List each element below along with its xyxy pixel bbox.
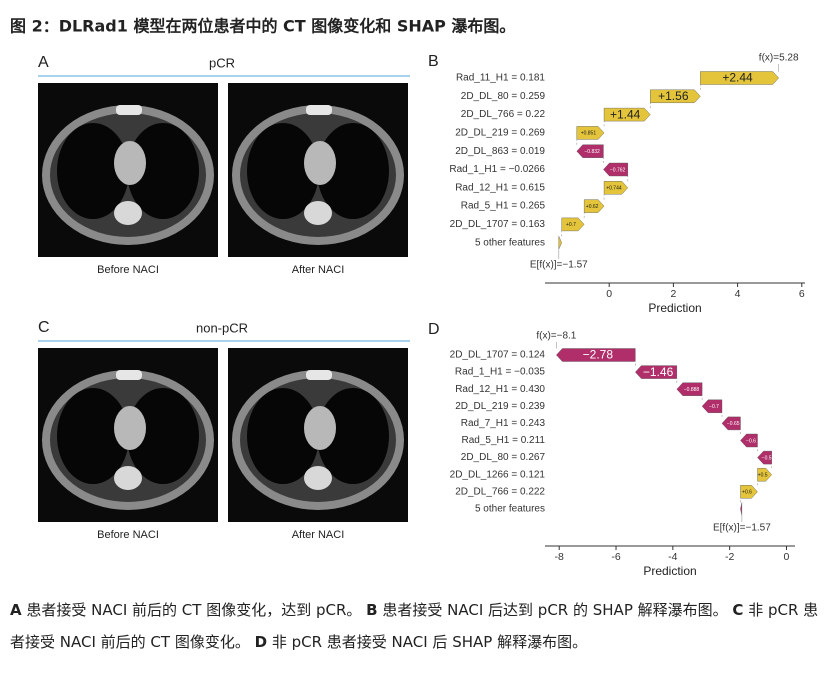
contribution-bar [740,485,758,499]
ct-image [228,83,408,257]
feature-label: Rad_5_H1 = 0.265 [461,201,546,212]
feature-label: Rad_12_H1 = 0.430 [455,384,545,395]
ct-image [228,348,408,522]
bar-value-label: −0.888 [684,387,700,393]
feature-label: Rad_1_H1 = −0.0266 [449,164,545,175]
bar-value-label: −0.832 [584,149,600,155]
contribution-bar [583,199,605,213]
contribution-bar [576,126,605,140]
feature-label: 2D_DL_1707 = 0.124 [450,350,546,361]
x-tick-label: -2 [725,551,734,563]
figure-title: 图 2：DLRad1 模型在两位患者中的 CT 图像变化和 SHAP 瀑布图。 [10,17,515,36]
bar-value-label: −0.7 [709,404,719,410]
bar-value-label: +0.744 [606,186,622,192]
contribution-bar [701,399,723,413]
contribution-bar [700,71,779,85]
image-caption: Before NACI [97,264,159,276]
x-tick-label: -4 [668,551,677,563]
bar-value-label: −2.78 [583,348,614,362]
feature-label: 2D_DL_766 = 0.22 [461,109,546,120]
panel-title: non-pCR [196,320,248,335]
contribution-bar [561,217,585,232]
bar-value-label: −0.65 [727,421,740,427]
bar-value-label: +1.44 [610,107,641,121]
caption-label: C [732,601,744,619]
contribution-bar [603,162,629,177]
bar-value-label: −0.762 [610,167,626,173]
ct-image [38,83,218,257]
x-tick-label: 0 [606,288,612,300]
x-axis-label: Prediction [643,564,696,578]
panel-title: pCR [209,55,235,70]
image-caption: After NACI [292,529,345,541]
image-caption: After NACI [292,264,345,276]
panel-letter: A [38,54,49,71]
output-label: f(x)=5.28 [759,53,799,64]
contribution-bar [757,468,772,482]
caption-label: D [254,633,268,651]
feature-label: 2D_DL_766 = 0.222 [455,486,545,497]
contribution-bar [676,382,703,396]
feature-label: Rad_12_H1 = 0.615 [455,182,545,193]
caption-text: 非 pCR 患者接受 NACI 后 SHAP 解释瀑布图。 [267,633,588,651]
contribution-bar [721,416,741,431]
feature-label: 2D_DL_1707 = 0.163 [450,219,546,230]
ct-image [38,348,218,522]
x-tick-label: 6 [799,288,805,300]
bar-value-label: +2.44 [722,71,753,85]
x-axis-label: Prediction [648,301,701,315]
contribution-bar [650,89,701,104]
output-label: f(x)=−8.1 [536,331,576,342]
x-tick-label: 2 [670,288,676,300]
caption-text: 非 pCR 患者接受 NACI 前后的 CT 图像变化。 [10,601,819,651]
bar-value-label: −1.46 [643,365,674,379]
contribution-bar [576,144,604,158]
feature-label: 5 other features [475,504,545,515]
contribution-bar [556,348,636,362]
panel-letter: C [38,319,50,336]
bar-value-label: +1.56 [658,89,689,103]
contribution-bar [740,502,743,516]
feature-label: 2D_DL_1266 = 0.121 [450,469,546,480]
caption-text: 患者接受 NACI 前后的 CT 图像变化，达到 pCR。 [21,601,367,619]
caption-text: 患者接受 NACI 后达到 pCR 的 SHAP 解释瀑布图。 [377,601,733,619]
contribution-bar [757,450,772,465]
x-tick-label: -8 [555,551,564,563]
feature-label: Rad_1_H1 = −0.035 [455,367,546,378]
feature-label: 2D_DL_219 = 0.269 [455,128,545,139]
caption-label: A [10,601,22,619]
base-label: E[f(x)]=−1.57 [713,523,771,534]
bar-value-label: −0.6 [746,438,756,444]
contribution-bar [558,236,562,250]
bar-value-label: +0.6 [742,490,752,496]
x-tick-label: -6 [611,551,620,563]
feature-label: Rad_7_H1 = 0.243 [461,418,546,429]
feature-label: 2D_DL_219 = 0.239 [455,401,545,412]
figure: 图 2：DLRad1 模型在两位患者中的 CT 图像变化和 SHAP 瀑布图。 … [10,17,805,578]
panel-letter: D [428,321,440,338]
feature-label: 5 other features [475,237,545,248]
panel-letter: B [428,53,439,70]
feature-label: 2D_DL_80 = 0.259 [461,91,546,102]
caption: A 患者接受 NACI 前后的 CT 图像变化，达到 pCR。 B 患者接受 N… [10,594,822,658]
feature-label: Rad_5_H1 = 0.211 [462,435,546,446]
base-label: E[f(x)]=−1.57 [530,260,588,271]
contribution-bar [635,365,678,379]
feature-label: Rad_11_H1 = 0.181 [456,73,545,84]
image-caption: Before NACI [97,529,159,541]
x-tick-label: 4 [735,288,741,300]
bar-value-label: +0.851 [581,131,597,137]
feature-label: 2D_DL_863 = 0.019 [455,146,545,157]
contribution-bar [740,433,758,448]
bar-value-label: +0.7 [566,222,576,228]
feature-label: 2D_DL_80 = 0.267 [461,452,546,463]
caption-label: B [366,601,378,619]
x-tick-label: 0 [784,551,790,563]
bar-value-label: −0.5 [762,455,772,461]
bar-value-label: +0.62 [586,204,599,210]
bar-value-label: +0.5 [758,473,768,479]
contribution-bar [603,181,629,195]
contribution-bar [603,107,651,122]
